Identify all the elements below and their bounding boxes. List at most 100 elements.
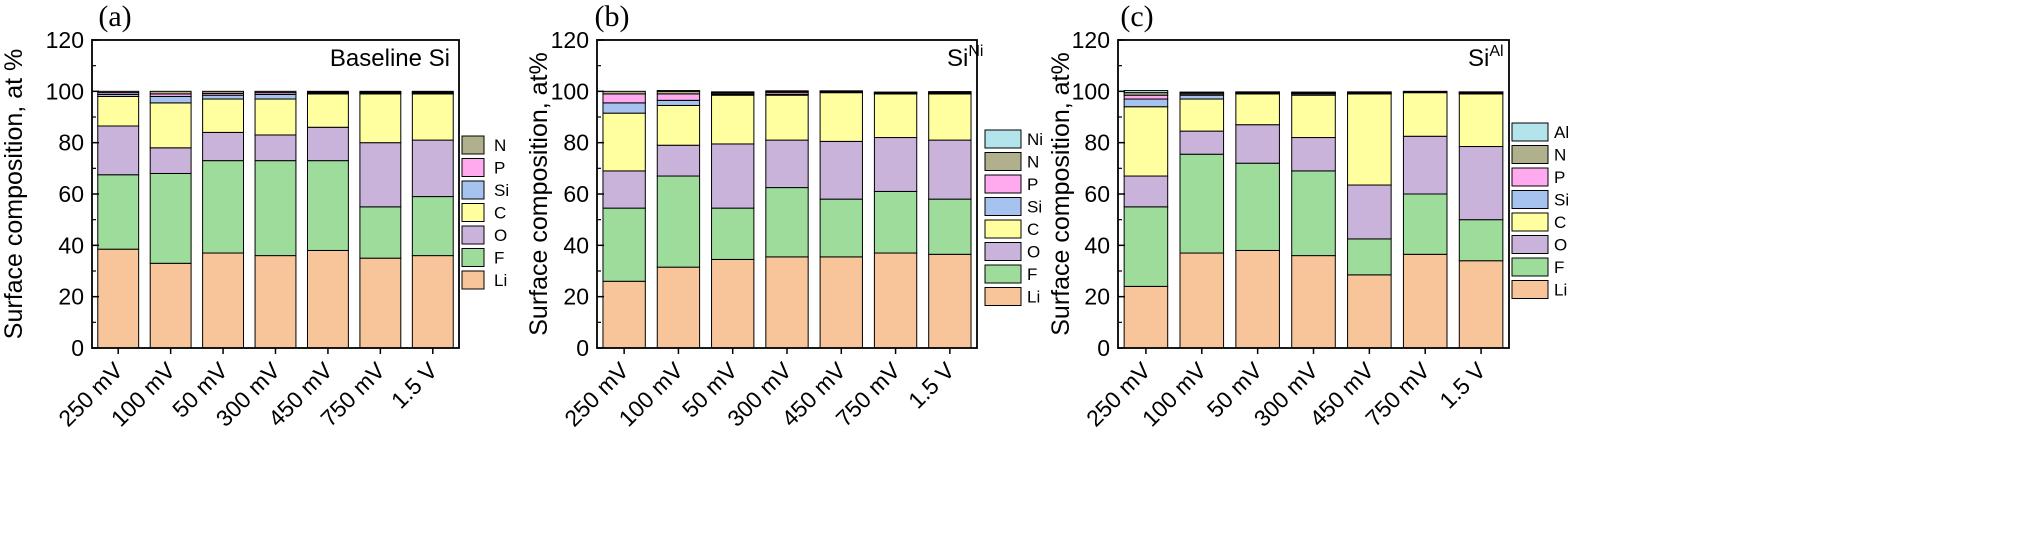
bar-segment-li: [819, 256, 863, 349]
bar-segment-li: [928, 253, 972, 349]
bar-segment-al: [1402, 90, 1448, 93]
y-tick-label: 120: [551, 27, 589, 53]
bar-segment-li: [1347, 274, 1392, 349]
bar-segment-f: [1179, 153, 1225, 254]
bar-segment-li: [254, 255, 297, 349]
legend-swatch-si: [1511, 190, 1549, 209]
bar-segment-n: [149, 90, 192, 95]
inset-label-base: Si: [947, 45, 968, 72]
bar-segment-o: [97, 125, 140, 176]
x-tick-label: 100 mV: [1137, 357, 1212, 432]
bar-segment-li: [149, 262, 192, 349]
bar-segment-c: [1402, 92, 1448, 137]
bar-segment-c: [411, 93, 454, 141]
inset-label-base: Baseline Si: [330, 45, 450, 72]
legend-swatch-p: [461, 158, 485, 177]
bar-segment-al: [1347, 91, 1392, 93]
bar-segment-f: [711, 207, 755, 260]
y-tick-label: 60: [1084, 181, 1110, 207]
bar-segment-c: [1123, 106, 1169, 177]
legend-swatch-n: [461, 135, 485, 155]
legend-label-li: Li: [1027, 288, 1040, 307]
legend-label-o: O: [494, 226, 507, 245]
bar-segment-li: [1402, 253, 1448, 349]
bar-segment-o: [359, 142, 402, 208]
bar-segment-n: [411, 90, 454, 93]
inset-label-superscript: Al: [1489, 43, 1503, 60]
legend-label-f: F: [1554, 258, 1564, 277]
bar-segment-si: [202, 94, 245, 100]
bar-segment-li: [97, 248, 140, 349]
bar-segment-o: [1402, 135, 1448, 195]
bar-segment-c: [1179, 98, 1225, 132]
bar-segment-f: [1347, 238, 1392, 276]
bar-segment-li: [873, 252, 918, 349]
bar-segment-f: [1458, 219, 1504, 262]
bar-segment-o: [1347, 184, 1392, 240]
legend-label-f: F: [494, 249, 504, 268]
bar-segment-c: [928, 93, 972, 141]
bar-segment-li: [306, 249, 349, 349]
bar-segment-f: [1402, 193, 1448, 255]
legend: Al NP Si COF Li: [1511, 122, 1569, 300]
bar-segment-li: [656, 266, 701, 349]
bar-segment-li: [1179, 252, 1225, 349]
y-tick-label: 0: [1097, 335, 1110, 361]
y-axis-title: Surface composition, at%: [1047, 52, 1075, 335]
legend-label-al: Al: [1554, 123, 1569, 142]
bar-segment-c: [602, 112, 646, 172]
bar-segment-c: [819, 92, 863, 142]
bar-segment-f: [359, 206, 402, 259]
bar-segment-f: [873, 190, 918, 254]
y-axis-title: Surface composition, at %: [0, 49, 28, 339]
x-tick-label: 1.5 V: [386, 357, 443, 414]
bar-segment-o: [711, 143, 755, 209]
legend: Ni NP Si COF Li: [984, 129, 1043, 307]
bar-segment-n: [202, 90, 245, 94]
x-tick-label: 1.5 V: [1434, 357, 1491, 414]
bar-segment-f: [411, 196, 454, 257]
legend-label-p: P: [1027, 175, 1038, 194]
bars-group: [1123, 90, 1504, 349]
bars-group: [97, 90, 454, 349]
bar-segment-al: [1123, 90, 1169, 94]
bar-segment-o: [1235, 124, 1280, 164]
legend-swatch-o: [1511, 235, 1549, 254]
bar-segment-f: [1123, 206, 1169, 287]
bar-segment-si: [1179, 94, 1225, 100]
legend-label-n: N: [1554, 146, 1566, 165]
y-tick-label: 0: [71, 335, 84, 361]
bar-segment-li: [1235, 249, 1280, 349]
x-tick-label: 750 mV: [1360, 357, 1435, 432]
bar-segment-f: [1235, 162, 1280, 251]
y-tick-label: 0: [576, 335, 589, 361]
bar-segment-c: [359, 93, 402, 144]
legend-swatch-n: [1511, 145, 1549, 164]
bar-segment-n: [359, 90, 402, 93]
bar-segment-c: [1347, 93, 1392, 186]
bar-segment-ni: [928, 91, 972, 93]
legend-label-n: N: [494, 136, 506, 155]
legend-label-o: O: [1554, 236, 1567, 255]
bar-segment-c: [202, 98, 245, 133]
bar-segment-si: [149, 95, 192, 104]
inset-label-base: Si: [1468, 45, 1489, 72]
legend-label-li: Li: [1554, 281, 1567, 300]
legend-swatch-p: [1511, 167, 1549, 187]
bar-segment-p: [1123, 94, 1169, 100]
bar-segment-c: [711, 94, 755, 145]
legend-label-si: Si: [1554, 191, 1569, 210]
legend-swatch-li: [1511, 280, 1549, 299]
bar-segment-li: [765, 256, 809, 349]
bar-segment-al: [1458, 91, 1504, 93]
legend-swatch-ni: [984, 129, 1022, 149]
legend-swatch-c: [1511, 212, 1549, 232]
bar-segment-al: [1179, 91, 1225, 94]
bar-segment-f: [1291, 170, 1336, 257]
legend-swatch-o: [461, 225, 485, 245]
bar-segment-f: [97, 174, 140, 250]
bar-segment-f: [602, 207, 646, 282]
bar-segment-li: [359, 257, 402, 349]
